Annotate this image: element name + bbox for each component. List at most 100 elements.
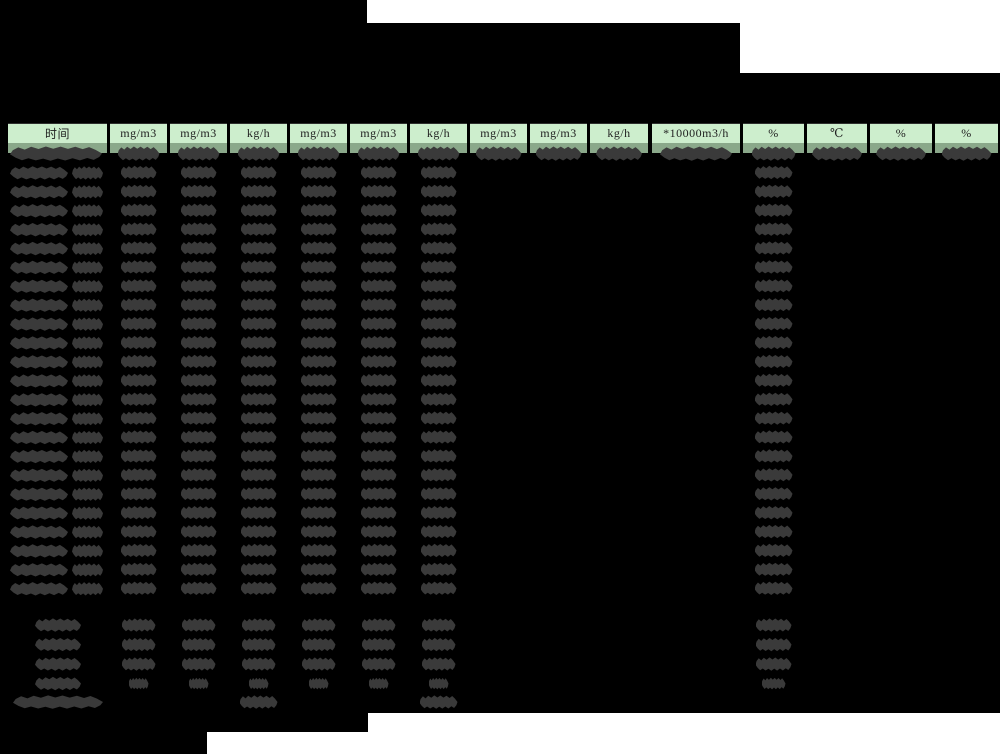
redacted-value bbox=[754, 543, 793, 558]
redacted-value bbox=[120, 468, 157, 482]
redacted-value bbox=[300, 430, 337, 444]
redacted-timestamp bbox=[10, 185, 68, 199]
redacted-value bbox=[181, 618, 216, 632]
redacted-value bbox=[420, 449, 457, 463]
redacted-value bbox=[420, 430, 457, 444]
redacted-value bbox=[300, 505, 337, 520]
redacted-value bbox=[240, 505, 277, 520]
redacted-value bbox=[241, 657, 276, 671]
redacted-value bbox=[120, 241, 157, 255]
redacted-timestamp bbox=[10, 166, 68, 180]
redacted-timestamp bbox=[72, 525, 103, 539]
redacted-summary-label bbox=[35, 676, 81, 691]
redacted-value bbox=[360, 449, 397, 463]
redacted-value bbox=[180, 316, 217, 331]
redacted-value bbox=[361, 637, 396, 652]
redacted-value bbox=[751, 146, 796, 161]
redacted-value bbox=[120, 487, 157, 501]
redacted-value bbox=[754, 260, 793, 274]
redacted-value bbox=[361, 618, 396, 632]
redacted-timestamp bbox=[10, 355, 68, 369]
redacted-value bbox=[420, 392, 457, 406]
redacted-value bbox=[188, 677, 209, 690]
redacted-value bbox=[755, 637, 792, 652]
redacted-value bbox=[475, 146, 522, 161]
redacted-value bbox=[180, 524, 217, 539]
redacted-value bbox=[417, 146, 460, 161]
redacted-value bbox=[360, 543, 397, 558]
redacted-value bbox=[120, 222, 157, 236]
redacted-value bbox=[360, 316, 397, 331]
redacted-value bbox=[754, 184, 793, 199]
redacted-value bbox=[420, 468, 457, 482]
redacted-value bbox=[128, 677, 149, 690]
redacted-timestamp bbox=[72, 487, 103, 501]
redacted-value bbox=[240, 487, 277, 501]
redacted-timestamp bbox=[10, 582, 68, 596]
redacted-value bbox=[120, 354, 157, 369]
redacted-timestamp bbox=[10, 393, 68, 407]
redacted-value bbox=[420, 222, 457, 236]
redacted-timestamp bbox=[72, 544, 103, 558]
redacted-timestamp bbox=[10, 506, 68, 520]
redacted-value bbox=[360, 468, 397, 482]
redacted-value bbox=[120, 505, 157, 520]
redacted-value bbox=[120, 184, 157, 199]
redacted-value bbox=[120, 203, 157, 217]
redacted-timestamp bbox=[10, 222, 68, 237]
redacted-timestamp bbox=[10, 298, 68, 312]
redacted-timestamp bbox=[72, 506, 103, 520]
redacted-value bbox=[121, 618, 156, 632]
redacted-value bbox=[357, 146, 400, 161]
redacted-value bbox=[300, 316, 337, 331]
redacted-value bbox=[181, 637, 216, 652]
redacted-value bbox=[300, 203, 337, 217]
redacted-value bbox=[360, 505, 397, 520]
redacted-value bbox=[240, 335, 277, 350]
redacted-value bbox=[360, 203, 397, 217]
redacted-value bbox=[297, 146, 340, 161]
column-header-unit-5: mg/m3 bbox=[350, 123, 407, 143]
redacted-value bbox=[237, 146, 280, 161]
redacted-value bbox=[120, 335, 157, 350]
redacted-value bbox=[300, 222, 337, 236]
redacted-value bbox=[761, 677, 786, 690]
redacted-value bbox=[240, 241, 277, 255]
redacted-timestamp bbox=[10, 563, 68, 577]
column-header-flow: *10000m3/h bbox=[652, 123, 740, 143]
redacted-value bbox=[180, 411, 217, 425]
redacted-value bbox=[421, 637, 456, 652]
redacted-value bbox=[180, 468, 217, 482]
redacted-value bbox=[754, 487, 793, 501]
redacted-value bbox=[181, 657, 216, 671]
redacted-value bbox=[754, 222, 793, 236]
redacted-value bbox=[248, 677, 269, 690]
redacted-value bbox=[596, 146, 642, 161]
redacted-value bbox=[121, 637, 156, 652]
redacted-value bbox=[240, 184, 277, 199]
redacted-value bbox=[240, 430, 277, 444]
redacted-value bbox=[240, 543, 277, 558]
redacted-value bbox=[754, 392, 793, 406]
redacted-timestamp bbox=[10, 317, 68, 331]
redacted-value bbox=[120, 298, 157, 312]
redacted-value bbox=[754, 430, 793, 444]
redacted-timestamp bbox=[72, 563, 103, 577]
redacted-value bbox=[240, 392, 277, 406]
redacted-timestamp bbox=[72, 204, 103, 218]
redacted-value bbox=[120, 430, 157, 444]
redacted-timestamp bbox=[10, 241, 68, 256]
redacted-value bbox=[754, 165, 793, 180]
redacted-value bbox=[420, 279, 457, 293]
redacted-value bbox=[177, 146, 220, 161]
redacted-value bbox=[300, 298, 337, 312]
redacted-value bbox=[120, 392, 157, 406]
redacted-value bbox=[300, 468, 337, 482]
redacted-timestamp bbox=[10, 260, 68, 275]
redacted-timestamp bbox=[72, 411, 103, 426]
redacted-timestamp bbox=[72, 374, 103, 388]
redacted-value bbox=[420, 487, 457, 501]
redacted-value bbox=[300, 449, 337, 463]
redacted-timestamp bbox=[10, 544, 68, 558]
redacted-value bbox=[180, 430, 217, 444]
